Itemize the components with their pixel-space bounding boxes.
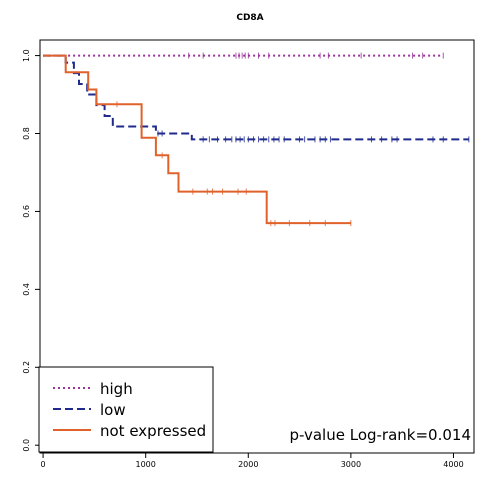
series-line-low [43, 54, 469, 141]
legend-label-high: high [100, 380, 133, 398]
legend-label-low: low [100, 401, 126, 419]
plot-frame [39, 39, 475, 454]
axes: 0 1000 2000 3000 4000 0.0 0.2 0.4 0.6 0.8 1.0 [22, 39, 475, 469]
y-tick-label: 0.2 [22, 361, 31, 374]
y-tick-label: 0.8 [22, 127, 31, 140]
y-tick-label: 1.0 [22, 49, 31, 62]
chart-title: CD8A [236, 13, 263, 23]
x-tick-label: 2000 [238, 460, 258, 469]
x-tick-label: 4000 [443, 460, 463, 469]
x-tick-label: 0 [41, 460, 46, 469]
legend: high low not expressed [38, 366, 214, 453]
series-layer [43, 52, 470, 227]
y-tick-label: 0.0 [22, 439, 31, 452]
x-tick-label: 1000 [135, 460, 155, 469]
y-tick-label: 0.6 [22, 205, 31, 218]
x-tick-label: 3000 [341, 460, 361, 469]
y-tick-label: 0.4 [22, 283, 31, 296]
p-value-annotation: p-value Log-rank=0.014 [289, 426, 471, 444]
legend-label-not-expressed: not expressed [100, 422, 206, 440]
